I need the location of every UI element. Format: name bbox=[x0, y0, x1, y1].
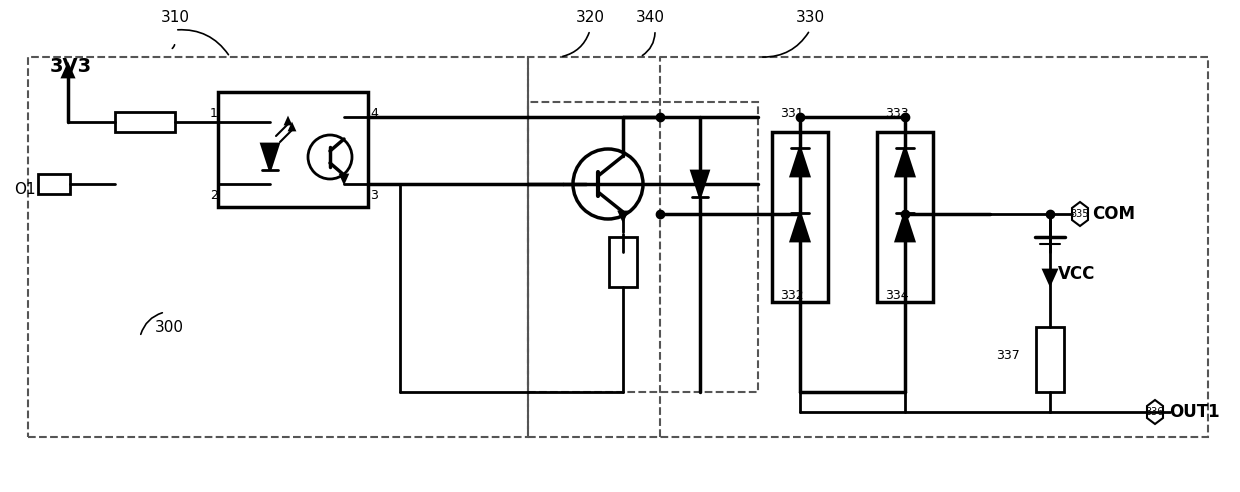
Polygon shape bbox=[262, 144, 279, 170]
Polygon shape bbox=[620, 212, 626, 220]
Text: 4: 4 bbox=[370, 107, 378, 120]
Text: 336: 336 bbox=[1146, 407, 1164, 417]
Text: 1: 1 bbox=[210, 107, 218, 120]
Polygon shape bbox=[895, 148, 914, 176]
Bar bbox=[609, 237, 637, 287]
Text: 310: 310 bbox=[160, 10, 190, 25]
Text: 333: 333 bbox=[885, 107, 909, 120]
Polygon shape bbox=[1044, 270, 1056, 284]
Polygon shape bbox=[692, 171, 708, 197]
Bar bbox=[528, 102, 758, 392]
Text: COM: COM bbox=[1092, 205, 1135, 223]
Text: 334: 334 bbox=[885, 289, 909, 302]
Polygon shape bbox=[895, 213, 914, 241]
Text: 335: 335 bbox=[1071, 209, 1089, 219]
Text: 330: 330 bbox=[795, 10, 825, 25]
Bar bbox=[773, 132, 828, 302]
Text: O1: O1 bbox=[15, 183, 36, 197]
Bar bbox=[528, 57, 1208, 437]
Bar bbox=[218, 92, 368, 207]
Text: 320: 320 bbox=[575, 10, 605, 25]
Text: 337: 337 bbox=[996, 349, 1021, 362]
Text: 340: 340 bbox=[635, 10, 665, 25]
Polygon shape bbox=[791, 148, 808, 176]
Text: 2: 2 bbox=[210, 189, 218, 202]
Text: OUT1: OUT1 bbox=[1169, 403, 1220, 421]
Polygon shape bbox=[290, 125, 294, 130]
Text: 331: 331 bbox=[780, 107, 804, 120]
Text: 3V3: 3V3 bbox=[50, 57, 92, 76]
Bar bbox=[1035, 327, 1064, 392]
Bar bbox=[38, 174, 69, 194]
Text: VCC: VCC bbox=[1058, 265, 1095, 283]
Bar bbox=[877, 132, 932, 302]
Text: 300: 300 bbox=[155, 320, 184, 335]
Bar bbox=[29, 57, 528, 437]
Text: 3: 3 bbox=[370, 189, 378, 202]
Text: 332: 332 bbox=[780, 289, 804, 302]
Polygon shape bbox=[341, 175, 347, 182]
Polygon shape bbox=[791, 213, 808, 241]
Polygon shape bbox=[285, 119, 290, 124]
Polygon shape bbox=[1147, 400, 1163, 424]
Polygon shape bbox=[62, 65, 73, 77]
Polygon shape bbox=[1073, 202, 1087, 226]
Bar bbox=[115, 112, 175, 132]
